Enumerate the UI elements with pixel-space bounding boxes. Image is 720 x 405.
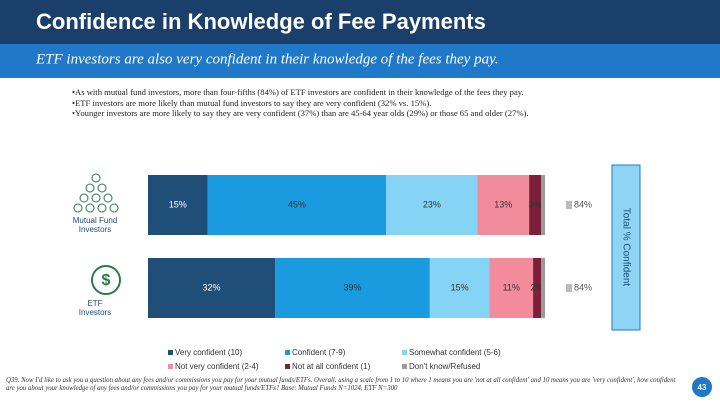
bar-segment	[275, 258, 430, 318]
bullet: •Younger investors are more likely to sa…	[72, 108, 529, 118]
bar-segment	[489, 258, 534, 318]
data-label: 15%	[451, 282, 469, 292]
legend-label: Not at all confident (1)	[292, 362, 371, 371]
data-label: 45%	[288, 199, 306, 209]
page-number: 43	[698, 383, 707, 392]
data-label: 2%	[531, 282, 544, 292]
data-label: 13%	[494, 199, 512, 209]
legend-label: Very confident (10)	[175, 348, 242, 357]
data-label: 39%	[343, 282, 361, 292]
bar-segment	[429, 258, 490, 318]
bar-segment	[541, 175, 545, 235]
data-label: 15%	[169, 199, 187, 209]
bar-segment	[148, 175, 208, 235]
legend-swatch	[168, 350, 173, 355]
bullet: •As with mutual fund investors, more tha…	[72, 87, 524, 97]
bar-segment	[207, 175, 387, 235]
bar-segment	[529, 175, 542, 235]
total-label: 84%	[574, 282, 592, 292]
total-label: 84%	[574, 199, 592, 209]
subtitle-bar	[0, 44, 720, 78]
legend-swatch	[168, 364, 173, 369]
total-marker	[566, 201, 572, 209]
legend-label: Don't know/Refused	[409, 362, 480, 371]
total-marker	[566, 284, 572, 292]
data-label: 3%	[529, 199, 542, 209]
legend-swatch	[285, 350, 290, 355]
data-label: 11%	[503, 282, 520, 292]
bullets: •As with mutual fund investors, more tha…	[72, 87, 692, 119]
legend-label: Somewhat confident (5-6)	[409, 348, 501, 357]
footnote: Q39. Now I'd like to ask you a question …	[6, 377, 676, 392]
bullet: •ETF investors are more likely than mutu…	[72, 97, 432, 108]
svg-text:$: $	[102, 272, 111, 289]
legend-swatch	[402, 364, 407, 369]
legend-label: Confident (7-9)	[292, 348, 346, 357]
title-bar	[0, 0, 720, 44]
data-label: 32%	[203, 282, 221, 292]
bar-segment	[541, 258, 545, 318]
bar-segment	[386, 175, 478, 235]
bar-segment	[533, 258, 542, 318]
total-title: Total % Confident	[620, 208, 631, 287]
legend-swatch	[402, 350, 407, 355]
etf-icon: $	[91, 265, 121, 295]
subtitle: ETF investors are also very confident in…	[35, 51, 499, 67]
total-box	[611, 164, 641, 331]
category-label: ETF Investors	[78, 299, 112, 317]
bar-segment	[148, 258, 276, 318]
category-label: Mutual Fund Investors	[72, 216, 118, 234]
bar-segment	[477, 175, 530, 235]
page-badge	[692, 377, 712, 397]
legend-label: Not very confident (2-4)	[175, 362, 259, 371]
legend-swatch	[285, 364, 290, 369]
mf-icon	[73, 173, 119, 213]
data-label: 23%	[423, 199, 441, 209]
title: Confidence in Knowledge of Fee Payments	[36, 9, 486, 34]
